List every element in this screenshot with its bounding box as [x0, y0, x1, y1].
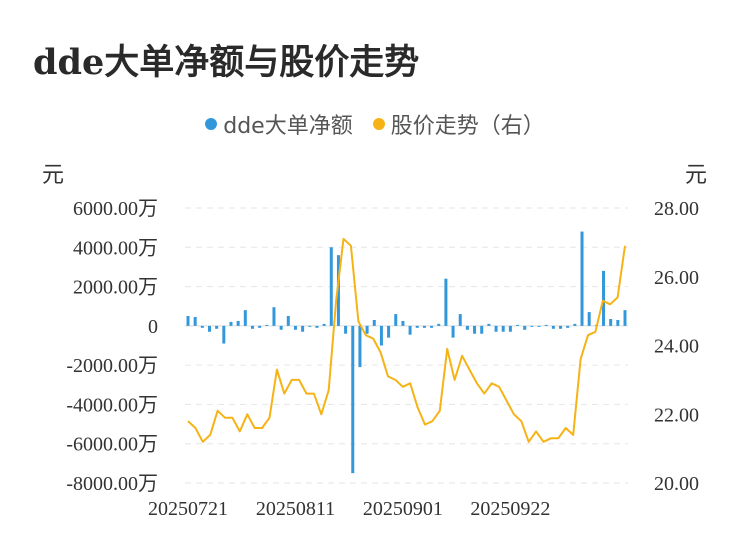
x-tick-label: 20250901 — [363, 498, 443, 520]
dde-bar — [222, 325, 226, 344]
right-tick-label: 24.00 — [654, 336, 699, 358]
dde-bar — [444, 278, 448, 326]
dde-bar — [186, 316, 190, 326]
dde-bar — [623, 310, 627, 326]
legend-label-dde: dde大单净额 — [223, 114, 353, 139]
dde-bar — [336, 255, 340, 326]
left-axis-unit: 元 — [42, 163, 65, 188]
dde-bar — [465, 325, 469, 330]
right-tick-label: 28.00 — [654, 198, 699, 220]
dde-bar — [372, 319, 376, 326]
dde-bar — [351, 325, 355, 474]
dde-bar — [487, 323, 491, 326]
dde-bar — [379, 325, 383, 346]
left-tick-label: 0 — [148, 316, 158, 338]
left-tick-label: -8000.00万 — [66, 473, 158, 495]
legend-label-price: 股价走势（右） — [390, 114, 545, 139]
price-line — [187, 237, 626, 443]
dde-bar — [473, 325, 477, 334]
dde-bar — [437, 323, 441, 326]
dde-bar — [544, 324, 548, 326]
dde-bar — [265, 324, 269, 326]
left-tick-label: -4000.00万 — [66, 394, 158, 416]
dde-bar — [236, 320, 240, 326]
dde-bar — [551, 325, 555, 329]
left-tick-label: -6000.00万 — [66, 434, 158, 456]
dde-bar — [279, 325, 283, 330]
dde-bar — [301, 325, 305, 332]
dde-bar — [573, 323, 577, 326]
dde-bar — [207, 325, 211, 332]
dde-bar — [559, 325, 563, 329]
dde-bar — [422, 325, 426, 328]
dde-bar — [286, 316, 290, 326]
dde-bar — [523, 325, 527, 330]
left-tick-label: -2000.00万 — [66, 355, 158, 377]
dde-bar — [258, 325, 262, 328]
legend-dot-icon — [372, 118, 385, 130]
legend-dot-icon — [205, 118, 218, 130]
dde-bar — [329, 247, 333, 326]
dde-bar — [200, 325, 204, 328]
dde-bar — [401, 320, 405, 326]
dde-bar — [616, 319, 620, 326]
x-tick-label: 20250922 — [470, 498, 550, 520]
right-tick-label: 26.00 — [654, 267, 699, 289]
right-tick-label: 22.00 — [654, 404, 699, 426]
dde-bar — [458, 314, 462, 326]
dde-bar — [394, 314, 398, 326]
dde-bar — [322, 323, 326, 326]
dde-bar — [537, 325, 541, 327]
dde-bar — [387, 325, 391, 338]
dde-bar — [243, 310, 247, 326]
dde-bar — [480, 325, 484, 334]
dde-bar — [293, 325, 297, 330]
dde-bar — [580, 231, 584, 326]
dde-bar — [530, 325, 534, 327]
dde-bar — [587, 312, 591, 326]
left-tick-label: 2000.00万 — [73, 277, 158, 299]
dde-bar — [365, 325, 369, 334]
dde-bar — [508, 325, 512, 332]
dde-bar — [501, 325, 505, 332]
x-tick-label: 20250811 — [256, 498, 335, 520]
dde-bar — [494, 325, 498, 332]
dde-bar — [566, 325, 570, 328]
legend-item-dde[interactable]: dde大单净额 — [205, 108, 353, 140]
dde-bar — [315, 325, 319, 328]
dde-bar — [308, 325, 312, 327]
dde-bar — [250, 325, 254, 329]
legend: dde大单净额 股价走势（右） — [0, 108, 750, 140]
left-tick-label: 6000.00万 — [73, 198, 158, 220]
left-tick-label: 4000.00万 — [73, 237, 158, 259]
dde-bar — [215, 325, 219, 329]
right-tick-label: 20.00 — [654, 473, 699, 495]
legend-item-price[interactable]: 股价走势（右） — [372, 108, 545, 140]
dde-bar — [430, 325, 434, 328]
dde-bar — [451, 325, 455, 338]
dde-bar — [408, 325, 412, 335]
x-tick-label: 20250721 — [148, 498, 228, 520]
dde-bar — [609, 318, 613, 326]
dde-bar — [358, 325, 362, 368]
dde-bar — [229, 321, 233, 326]
dde-bar — [272, 307, 276, 326]
right-axis-unit: 元 — [685, 163, 708, 188]
dde-bar — [344, 325, 348, 334]
dde-bar — [193, 317, 197, 326]
dde-bar — [516, 324, 520, 326]
dde-bar — [415, 325, 419, 328]
dde-bar — [602, 270, 606, 326]
chart-title: dde大单净额与股价走势 — [33, 42, 420, 83]
